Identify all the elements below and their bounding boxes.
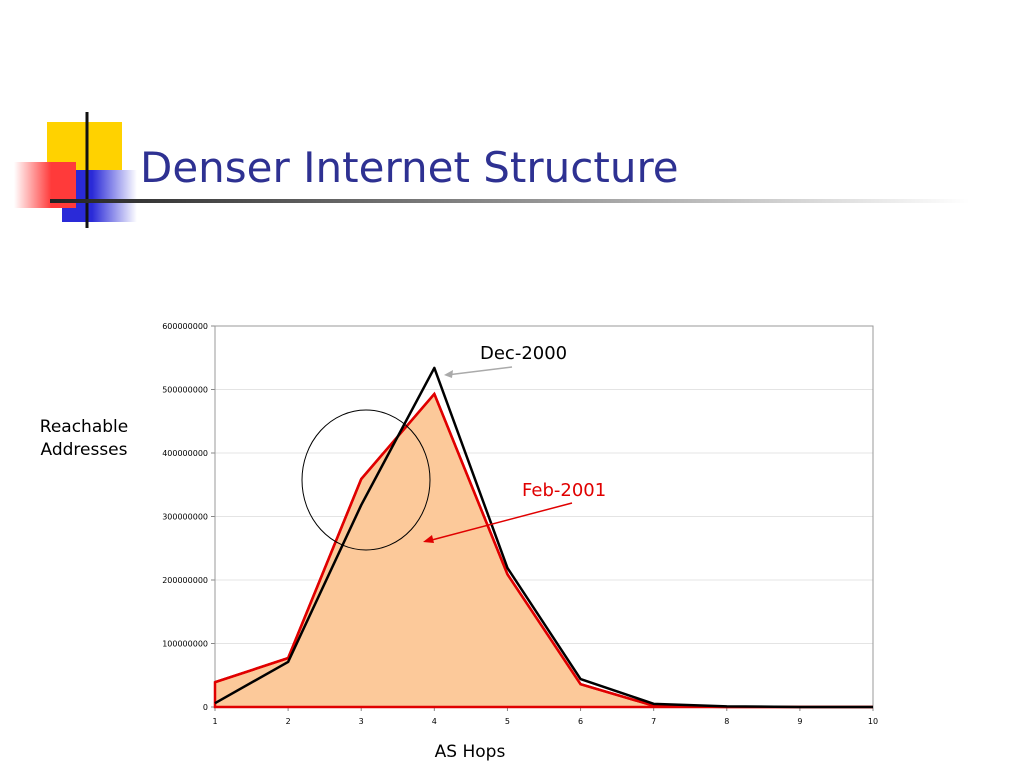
chart: 0 100000000 200000000 300000000 400000000 500…	[162, 322, 878, 762]
y-tick-label: 600000000	[162, 322, 208, 331]
series-annotation: Dec-2000	[480, 343, 567, 364]
x-tick-label: 7	[651, 717, 656, 726]
x-tick-label: 3	[359, 717, 364, 726]
x-tick-label: 5	[505, 717, 510, 726]
y-tick-label: 100000000	[162, 640, 208, 649]
title-rule	[50, 199, 970, 203]
y-tick-label: 500000000	[162, 386, 208, 395]
annotation-arrowhead	[444, 370, 453, 378]
annotation-arrow	[427, 502, 573, 542]
x-tick-label: 2	[286, 717, 291, 726]
y-tick-label: 0	[203, 703, 208, 712]
series-annotation: Feb-2001	[522, 480, 606, 501]
annotation-arrowhead	[423, 535, 434, 543]
highlight-circle	[301, 409, 431, 551]
y-axis-label: Reachable Addresses	[39, 417, 129, 460]
x-tick-label: 9	[797, 717, 802, 726]
x-tick-label: 1	[212, 717, 217, 726]
x-tick-label: 8	[724, 717, 729, 726]
x-tick-label: 10	[868, 717, 878, 726]
x-axis-label: AS Hops	[435, 742, 506, 762]
x-tick-label: 6	[578, 717, 583, 726]
x-tick-label: 4	[432, 717, 437, 726]
area	[213, 391, 873, 709]
y-tick-label: 200000000	[162, 576, 208, 585]
y-tick-label: 400000000	[162, 449, 208, 458]
y-tick-label: 300000000	[162, 513, 208, 522]
annotation-arrow	[446, 366, 513, 376]
line	[214, 366, 873, 709]
slide-title: Denser Internet Structure	[140, 143, 679, 192]
